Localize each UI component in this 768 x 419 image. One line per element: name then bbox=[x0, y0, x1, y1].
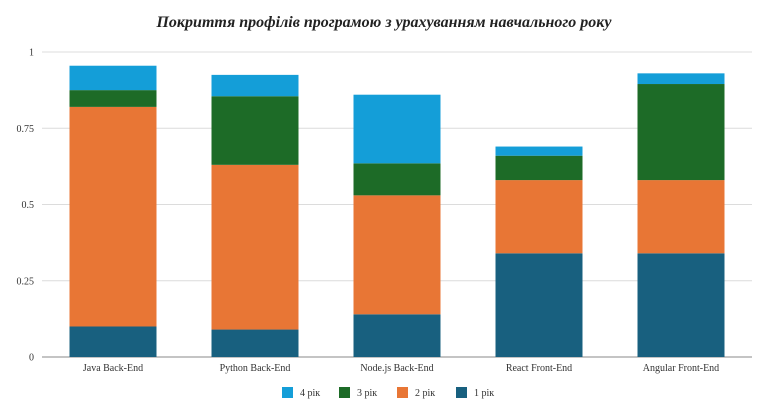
bar-segment[interactable] bbox=[211, 164, 299, 330]
legend-label: 2 рік bbox=[415, 388, 435, 399]
bar-segment[interactable] bbox=[637, 84, 725, 181]
y-tick-label: 0.25 bbox=[17, 276, 35, 287]
legend-label: 3 рік bbox=[357, 388, 377, 399]
y-tick-label: 1 bbox=[29, 48, 34, 59]
legend-label: 4 рік bbox=[300, 388, 320, 399]
bar-segment[interactable] bbox=[495, 180, 583, 254]
legend-swatch bbox=[456, 387, 467, 398]
x-tick-label: Angular Front-End bbox=[643, 363, 719, 374]
bar-segment[interactable] bbox=[353, 94, 441, 164]
y-tick-label: 0.75 bbox=[17, 124, 35, 135]
chart-title: Покриття профілів програмою з урахування… bbox=[156, 14, 612, 31]
legend-swatch bbox=[397, 387, 408, 398]
bar-segment[interactable] bbox=[637, 180, 725, 254]
bar-segment[interactable] bbox=[637, 73, 725, 85]
x-tick-label: Node.js Back-End bbox=[360, 363, 433, 374]
bar-segment[interactable] bbox=[211, 96, 299, 165]
bar-segment[interactable] bbox=[69, 326, 157, 358]
x-tick-label: React Front-End bbox=[506, 363, 572, 374]
bar-segment[interactable] bbox=[495, 146, 583, 156]
bar-segment[interactable] bbox=[353, 195, 441, 315]
bar-segment[interactable] bbox=[637, 253, 725, 357]
x-tick-label: Python Back-End bbox=[220, 363, 291, 374]
legend-label: 1 рік bbox=[474, 388, 494, 399]
x-tick-label: Java Back-End bbox=[83, 363, 143, 374]
bar-segment[interactable] bbox=[69, 106, 157, 327]
bar-segment[interactable] bbox=[211, 74, 299, 97]
bar-segment[interactable] bbox=[353, 163, 441, 196]
y-tick-label: 0 bbox=[29, 353, 34, 364]
bar-segment[interactable] bbox=[69, 65, 157, 91]
bar-segment[interactable] bbox=[69, 90, 157, 107]
bar-segment[interactable] bbox=[211, 329, 299, 357]
bar-segment[interactable] bbox=[495, 253, 583, 357]
legend-swatch bbox=[282, 387, 293, 398]
y-tick-label: 0.5 bbox=[22, 200, 35, 211]
bar-segment[interactable] bbox=[495, 155, 583, 181]
legend-swatch bbox=[339, 387, 350, 398]
bar-segment[interactable] bbox=[353, 314, 441, 357]
